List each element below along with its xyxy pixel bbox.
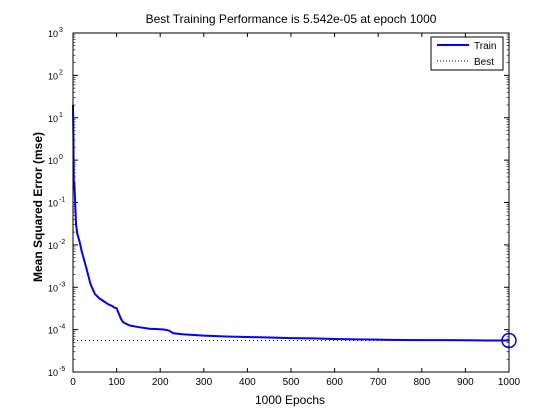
y-tick-label: 10 (48, 326, 58, 336)
x-tick-label: 400 (239, 377, 256, 388)
y-tick-label: 10 (48, 114, 58, 124)
y-tick-exponent: 0 (59, 154, 63, 161)
y-tick-exponent: 3 (59, 27, 63, 34)
y-tick-exponent: 1 (59, 112, 63, 119)
x-tick-label: 1000 (498, 377, 521, 388)
train-series-line (72, 104, 510, 342)
x-tick-label: 900 (457, 377, 474, 388)
legend-train-label: Train (474, 41, 496, 52)
y-tick-label: 10 (48, 283, 58, 293)
y-tick-label: 10 (48, 199, 58, 209)
x-tick-label: 800 (413, 377, 430, 388)
y-tick-exponent: -5 (59, 366, 65, 373)
y-tick-exponent: -1 (59, 197, 65, 204)
legend-box (430, 36, 504, 71)
y-tick-exponent: 2 (59, 69, 63, 76)
legend-best-label: Best (474, 57, 494, 68)
y-tick-exponent: -2 (59, 239, 65, 246)
x-axis-label: 1000 Epochs (255, 393, 325, 407)
y-tick-exponent: -3 (59, 281, 65, 288)
x-tick-label: 300 (195, 377, 212, 388)
chart-title: Best Training Performance is 5.542e-05 a… (146, 12, 437, 26)
x-tick-label: 700 (370, 377, 387, 388)
y-tick-label: 10 (48, 71, 58, 81)
x-tick-label: 600 (326, 377, 343, 388)
x-tick-label: 500 (283, 377, 300, 388)
y-tick-label: 10 (48, 368, 58, 378)
tick-labels: 0 100 200 300 400 500 600 700 800 900 100010-510-4… (48, 27, 521, 388)
y-tick-label: 10 (48, 241, 58, 251)
y-tick-label: 10 (48, 29, 58, 39)
legend: Train Best (430, 36, 504, 71)
y-tick-label: 10 (48, 156, 58, 166)
axes-box (72, 32, 510, 373)
y-axis-label: Mean Squared Error (mse) (31, 132, 45, 282)
x-tick-label: 200 (152, 377, 169, 388)
x-tick-label: 0 (70, 377, 76, 388)
y-tick-exponent: -4 (59, 324, 65, 331)
x-tick-label: 100 (108, 377, 125, 388)
